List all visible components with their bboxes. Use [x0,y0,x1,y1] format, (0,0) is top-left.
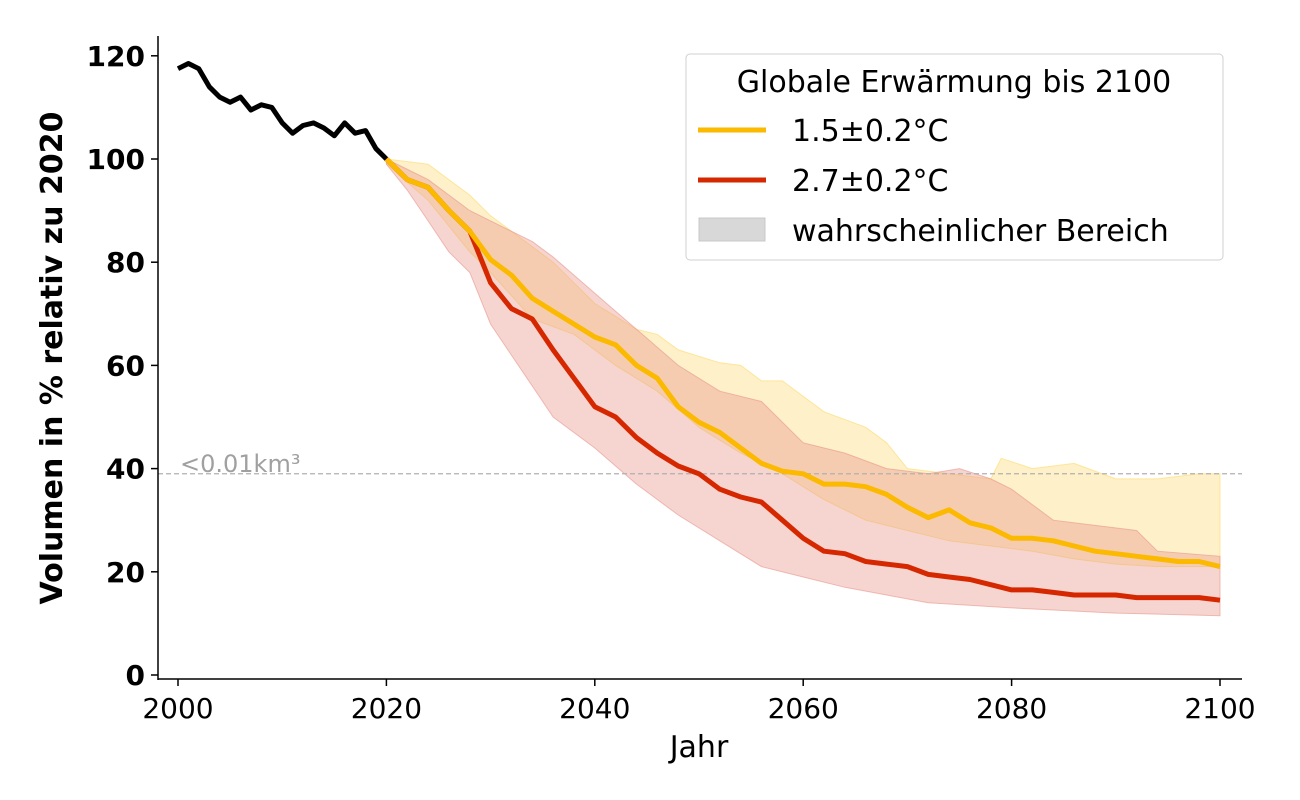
series-line-2.7±0.2°C [384,157,1221,603]
legend-label-2-7: 2.7±0.2°C [792,164,949,199]
legend-title: Globale Erwärmung bis 2100 [737,65,1171,100]
range-band-2 [385,158,1221,617]
y-tick-label: 100 [87,143,145,176]
legend-box [685,53,1224,261]
y-tick-label: 60 [106,349,145,382]
range-band-1 [385,158,1221,568]
y-tick-label: 80 [106,246,145,279]
x-tick-label: 2000 [142,692,213,725]
legend: Globale Erwärmung bis 2100 1.5±0.2°C 2.7… [685,53,1224,261]
x-tick-label: 2020 [351,692,422,725]
y-tick-label: 20 [106,556,145,589]
x-tick-label: 2100 [1184,692,1255,725]
x-tick-label: 2060 [768,692,839,725]
y-tick-label: 40 [106,453,145,486]
range-bands [385,158,1221,617]
legend-label-range: wahrscheinlicher Bereich [792,214,1169,249]
y-axis-label: Volumen in % relativ zu 2020 [35,112,70,605]
y-tick-label: 0 [126,659,145,692]
historical-line [176,61,389,161]
reference-line-label: <0.01km³ [180,450,300,478]
series-lines [176,61,1221,603]
x-axis-label: Jahr [668,730,729,765]
x-tick-label: 2080 [976,692,1047,725]
legend-swatch-range [698,217,766,242]
x-tick-label: 2040 [559,692,630,725]
legend-label-1-5: 1.5±0.2°C [792,114,949,149]
series-line-1.5±0.2°C [384,157,1221,570]
y-tick-label: 120 [87,40,145,73]
